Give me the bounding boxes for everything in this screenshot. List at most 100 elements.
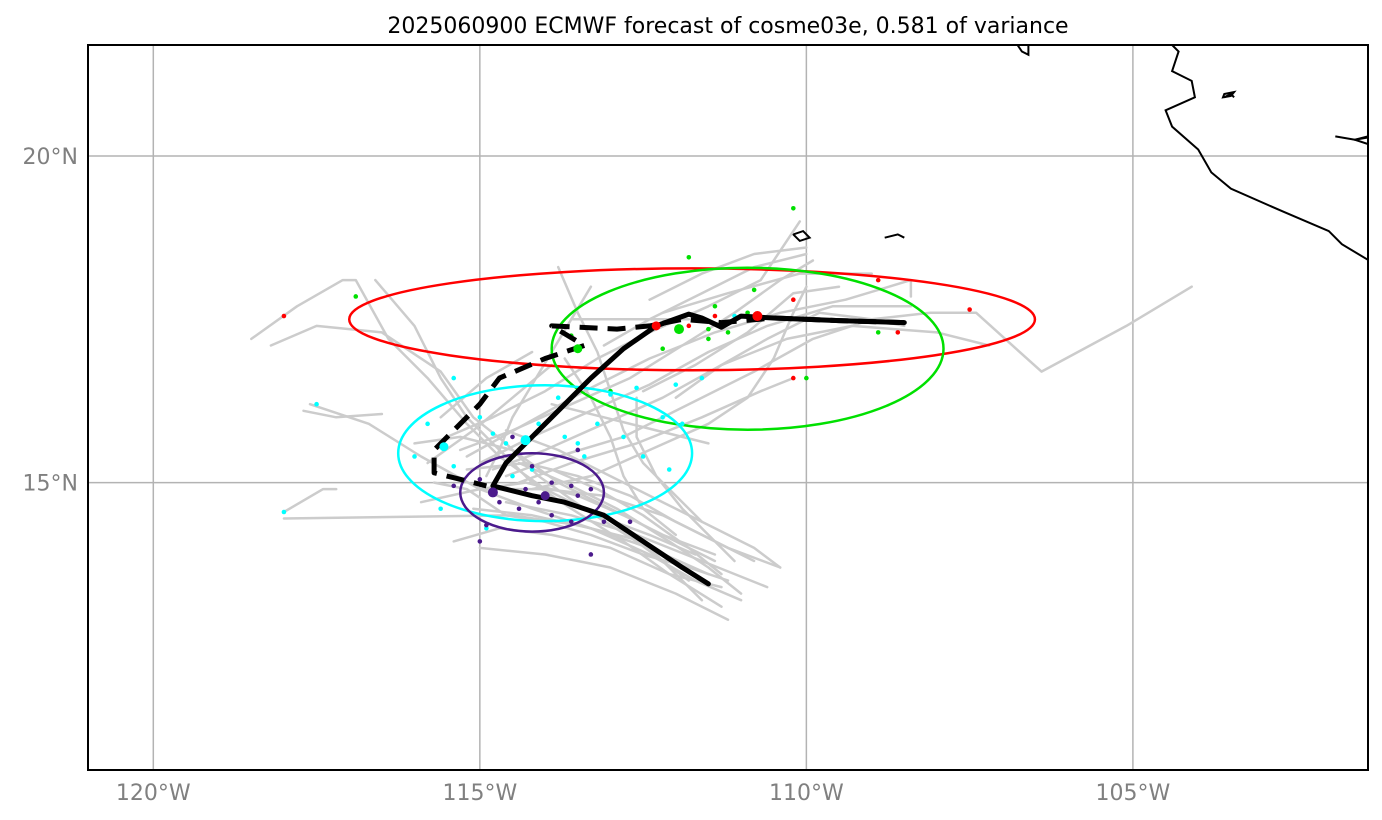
cluster-point <box>549 512 554 518</box>
ensemble-track <box>635 396 736 563</box>
cluster-point <box>725 330 731 335</box>
ensemble-track <box>478 546 730 622</box>
cluster-point <box>679 421 685 427</box>
plot-frame <box>87 44 1369 771</box>
ensemble-track <box>504 429 782 569</box>
ensemble-track <box>550 468 723 576</box>
clusters <box>281 205 1037 557</box>
cluster-point <box>438 506 443 512</box>
cluster-point <box>588 486 594 492</box>
cluster-point <box>451 483 457 489</box>
ensemble-track <box>517 461 743 595</box>
cluster-point <box>314 401 319 407</box>
x-tick-label: 115°W <box>442 781 517 806</box>
cluster-point <box>503 441 509 446</box>
ensemble-track <box>282 514 704 602</box>
cluster-point <box>562 434 568 440</box>
cluster-point <box>477 539 483 544</box>
cluster-point <box>516 506 522 512</box>
cluster-point <box>281 313 287 319</box>
cluster-point <box>523 486 528 492</box>
cluster-point <box>875 330 881 335</box>
cluster-point <box>451 375 457 381</box>
cluster-point <box>575 493 581 498</box>
ensemble-track <box>413 435 717 556</box>
cluster-point <box>536 499 541 505</box>
cluster-point <box>751 287 757 293</box>
island-outline <box>791 229 812 243</box>
ensemble-track <box>472 507 743 602</box>
cluster-ellipse <box>347 267 1037 372</box>
cluster-centroid <box>573 344 583 354</box>
cluster-centroid <box>520 435 531 446</box>
x-tick-label: 110°W <box>769 781 844 806</box>
cluster-point <box>634 385 639 391</box>
x-tick-label: 120°W <box>116 781 191 806</box>
cluster-point <box>791 205 796 211</box>
ensemble-track <box>563 357 678 537</box>
cluster-centroid <box>487 487 498 498</box>
ensemble-track <box>426 363 553 465</box>
cluster-point <box>967 307 972 312</box>
cluster-point <box>582 454 587 459</box>
cluster-point <box>484 526 489 531</box>
cluster-point <box>451 463 457 469</box>
coastline <box>1164 45 1368 262</box>
cluster-point <box>608 392 613 397</box>
cluster-centroid <box>674 324 685 335</box>
cluster-point <box>477 414 483 420</box>
ensemble-track <box>517 376 795 484</box>
ensemble-tracks <box>250 220 1193 622</box>
cluster-point <box>712 313 718 319</box>
coastline <box>884 233 905 239</box>
coastline <box>1335 135 1368 141</box>
coastline-group <box>791 45 1368 262</box>
mean-track-solid <box>490 311 907 587</box>
cluster-centroid <box>540 491 550 501</box>
cluster-point <box>660 414 665 420</box>
cluster-point <box>791 297 796 303</box>
cluster-point <box>673 382 679 387</box>
cluster-point <box>686 323 692 329</box>
cluster-point <box>529 463 535 469</box>
cluster-point <box>712 303 718 309</box>
cluster-point <box>549 480 554 485</box>
ensemble-track <box>465 278 913 458</box>
ensemble-track <box>452 527 723 608</box>
ensemble-track <box>550 402 710 445</box>
ensemble-track <box>478 305 913 465</box>
y-tick-label: 15°N <box>23 472 78 497</box>
cluster-point <box>791 375 796 381</box>
cluster-point <box>353 294 359 299</box>
cluster-point <box>568 483 574 489</box>
tick-labels: 120°W 115°W 110°W 105°W 15°N 20°N <box>23 145 1171 806</box>
y-tick-label: 20°N <box>23 145 78 170</box>
cluster-point <box>575 441 581 446</box>
cluster-ellipse <box>550 266 945 431</box>
cluster-point <box>640 454 646 459</box>
cluster-point <box>660 346 665 352</box>
cluster-point <box>706 336 711 342</box>
cluster-point <box>627 519 633 525</box>
cluster-point <box>412 454 417 459</box>
chart-title: 2025060900 ECMWF forecast of cosme03e, 0… <box>387 14 1068 39</box>
ensemble-track <box>641 285 841 393</box>
cluster-point <box>484 522 489 528</box>
ensemble-track <box>504 285 1193 478</box>
ensemble-track <box>439 350 534 419</box>
cluster-point <box>588 552 594 557</box>
ensemble-track <box>282 487 338 514</box>
cluster-point <box>666 467 672 472</box>
cluster-point <box>497 499 502 505</box>
cluster-point <box>510 434 515 440</box>
cluster-point <box>895 330 901 335</box>
cluster-point <box>536 421 541 427</box>
cluster-point <box>477 477 483 482</box>
ensemble-track <box>485 487 756 563</box>
ensemble-track <box>648 246 808 301</box>
cluster-point <box>575 447 581 453</box>
cluster-point <box>601 519 607 525</box>
mean-tracks <box>431 311 907 587</box>
ensemble-track <box>302 409 384 419</box>
